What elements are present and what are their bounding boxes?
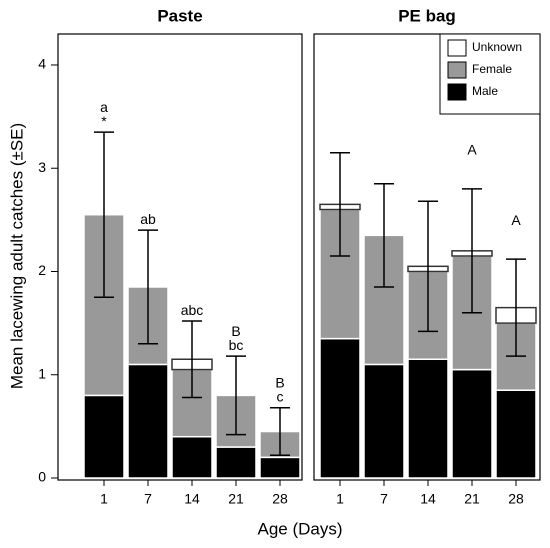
panel-title: Paste [157,6,202,25]
error-bar [506,258,526,357]
x-tick-label: 14 [420,491,436,507]
x-tick-label: 21 [464,491,480,507]
annotation: a [100,99,108,115]
x-tick-label: 14 [184,491,200,507]
error-bar [226,355,246,436]
panel-frame [313,33,541,481]
annotation: A [467,142,477,158]
bar-segment [495,389,537,479]
annotation: c [277,388,284,404]
legend-swatch [447,39,467,57]
annotation: B [231,323,240,339]
bar-segment [319,337,361,479]
legend-swatch [447,83,467,101]
panel-title: PE bag [398,6,456,25]
bar-segment [83,394,125,479]
error-bar [94,131,114,299]
bar-segment [259,456,301,479]
error-bar [462,188,482,314]
x-tick-label: 1 [336,491,344,507]
bar-segment [127,363,169,479]
x-tick-label: 21 [228,491,244,507]
bar-segment [363,363,405,479]
panel-frame [57,33,303,481]
error-bar [374,182,394,288]
bar-segment [171,435,213,479]
y-tick-label: 3 [38,159,46,175]
bar-segment [451,368,493,479]
y-tick-label: 2 [38,262,46,278]
bar-segment [215,446,257,479]
annotation: * [101,113,107,129]
x-axis-label: Age (Days) [257,519,342,538]
y-axis-label: Mean lacewing adult catches (±SE) [7,123,26,389]
error-bar [418,200,438,333]
y-tick-label: 1 [38,365,46,381]
annotation: abc [181,302,204,318]
legend-label: Male [472,84,498,98]
annotation: B [275,374,284,390]
bar-segment [407,358,449,479]
legend-swatch [447,61,467,79]
error-bar [330,151,350,257]
error-bar [270,407,290,457]
x-tick-label: 7 [144,491,152,507]
error-bar [138,229,158,345]
x-tick-label: 1 [100,491,108,507]
error-bar [182,320,202,399]
x-tick-label: 7 [380,491,388,507]
y-tick-label: 0 [38,469,46,485]
x-tick-label: 28 [508,491,524,507]
annotation: A [511,212,521,228]
x-tick-label: 28 [272,491,288,507]
legend-label: Female [472,62,512,76]
annotation: ab [140,211,156,227]
annotation: bc [229,337,244,353]
legend-label: Unknown [472,40,522,54]
y-tick-label: 4 [38,56,46,72]
